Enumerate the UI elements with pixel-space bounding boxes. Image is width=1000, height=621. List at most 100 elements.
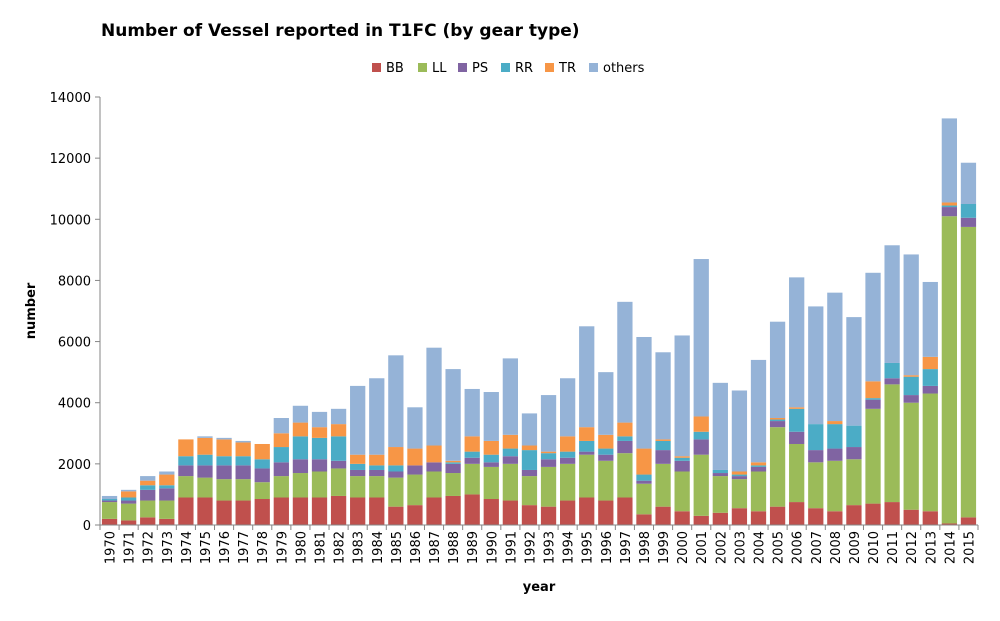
bar-PS-1993 — [540, 459, 557, 467]
x-tick-label: 1974 — [180, 531, 195, 564]
bar-others-1981 — [311, 411, 328, 428]
x-tick-label: 1993 — [543, 531, 558, 564]
bar-BB-2000 — [674, 511, 690, 525]
bar-others-1971 — [121, 489, 137, 492]
bar-BB-1972 — [140, 517, 156, 525]
bar-RR-1999 — [655, 440, 671, 451]
bar-TR-1977 — [235, 442, 251, 457]
bar-LL-1987 — [426, 471, 442, 498]
x-tick-label: 2002 — [714, 531, 729, 564]
bar-BB-1982 — [330, 495, 347, 525]
bar-PS-1989 — [464, 457, 480, 464]
legend-swatch-RR — [501, 63, 510, 72]
bar-LL-1973 — [159, 500, 175, 519]
bar-TR-2006 — [789, 407, 805, 409]
y-axis: 0 2000 4000 6000 8000 10000 12000 14000 — [50, 91, 101, 534]
bar-LL-2009 — [846, 459, 862, 506]
bar-PS-2014 — [941, 207, 957, 217]
bar-BB-2011 — [884, 502, 900, 525]
bar-LL-2003 — [731, 479, 748, 509]
bar-RR-1976 — [216, 456, 232, 466]
x-tick-label: 1981 — [314, 531, 329, 564]
bar-BB-1986 — [407, 505, 423, 525]
bar-LL-1974 — [178, 476, 194, 498]
x-tick-label: 2008 — [829, 531, 844, 564]
bar-BB-1980 — [292, 497, 309, 525]
bar-LL-2004 — [750, 471, 767, 512]
bar-others-1970 — [101, 495, 118, 500]
bar-BB-1994 — [560, 500, 576, 525]
bar-others-1979 — [273, 418, 289, 434]
bar-others-1977 — [235, 440, 251, 443]
bar-TR-1988 — [445, 460, 461, 463]
x-tick-label: 1982 — [333, 531, 348, 564]
y-tick-label: 2000 — [58, 458, 91, 473]
x-tick-label: 1971 — [123, 531, 138, 564]
y-tick-label: 8000 — [58, 274, 91, 289]
bar-RR-1984 — [369, 465, 385, 470]
bar-TR-1990 — [483, 440, 499, 455]
bar-others-1980 — [292, 405, 309, 423]
x-tick-label: 2010 — [867, 531, 882, 564]
bar-LL-1970 — [101, 502, 118, 519]
bar-RR-1973 — [159, 485, 175, 489]
bar-PS-1994 — [560, 457, 576, 464]
bar-BB-1971 — [121, 520, 137, 525]
bar-PS-1970 — [101, 500, 118, 503]
bar-PS-1992 — [521, 469, 538, 477]
bar-BB-2004 — [750, 511, 767, 525]
bar-others-2003 — [731, 390, 748, 472]
bar-TR-2005 — [769, 418, 786, 420]
legend-label-LL: LL — [432, 61, 447, 76]
bar-BB-1975 — [197, 497, 213, 525]
bar-BB-2013 — [922, 511, 938, 525]
bar-BB-2005 — [769, 506, 786, 525]
bar-RR-1996 — [598, 448, 614, 455]
bar-PS-1971 — [121, 500, 137, 504]
bar-TR-2004 — [750, 462, 767, 466]
bar-LL-2011 — [884, 384, 900, 503]
bar-PS-2006 — [789, 431, 805, 444]
bar-PS-1988 — [445, 463, 461, 474]
bar-TR-1993 — [540, 451, 557, 454]
bar-others-1993 — [540, 395, 557, 452]
x-tick-label: 1984 — [371, 531, 386, 564]
x-tick-label: 1987 — [428, 531, 443, 564]
bar-PS-1977 — [235, 465, 251, 480]
bar-LL-2014 — [941, 216, 957, 524]
x-tick-label: 1998 — [638, 531, 653, 564]
x-tick-label: 1970 — [104, 531, 119, 564]
bar-RR-1998 — [636, 474, 652, 481]
bar-LL-1988 — [445, 473, 461, 496]
bar-RR-2004 — [750, 465, 767, 467]
bar-RR-2002 — [712, 469, 728, 474]
x-tick-label: 2009 — [848, 531, 863, 564]
bar-others-2007 — [808, 306, 824, 425]
bar-PS-1982 — [330, 460, 347, 469]
bar-RR-1983 — [350, 463, 366, 470]
bar-LL-2015 — [960, 226, 977, 518]
x-tick-label: 1999 — [657, 531, 672, 564]
x-tick-label: 2013 — [924, 531, 939, 564]
bar-RR-1995 — [579, 440, 595, 452]
x-tick-label: 2001 — [695, 531, 710, 564]
y-axis-title: number — [24, 282, 39, 339]
bar-LL-2012 — [903, 402, 919, 510]
bar-PS-1981 — [311, 459, 328, 472]
bar-RR-1972 — [140, 485, 156, 490]
bar-TR-1989 — [464, 436, 480, 452]
x-tick-label: 1976 — [218, 531, 233, 564]
bar-LL-1975 — [197, 477, 213, 498]
bar-BB-1984 — [369, 497, 385, 525]
bar-LL-1981 — [311, 471, 328, 498]
bar-others-2015 — [960, 162, 977, 204]
bar-LL-1979 — [273, 476, 289, 498]
bar-RR-1970 — [101, 499, 118, 501]
bar-RR-1989 — [464, 451, 480, 458]
bar-LL-1995 — [579, 454, 595, 498]
bar-others-1991 — [502, 358, 518, 435]
bar-others-2010 — [865, 272, 881, 382]
bar-RR-2006 — [789, 408, 805, 432]
y-tick-label: 0 — [83, 519, 91, 534]
x-tick-label: 1994 — [562, 531, 577, 564]
